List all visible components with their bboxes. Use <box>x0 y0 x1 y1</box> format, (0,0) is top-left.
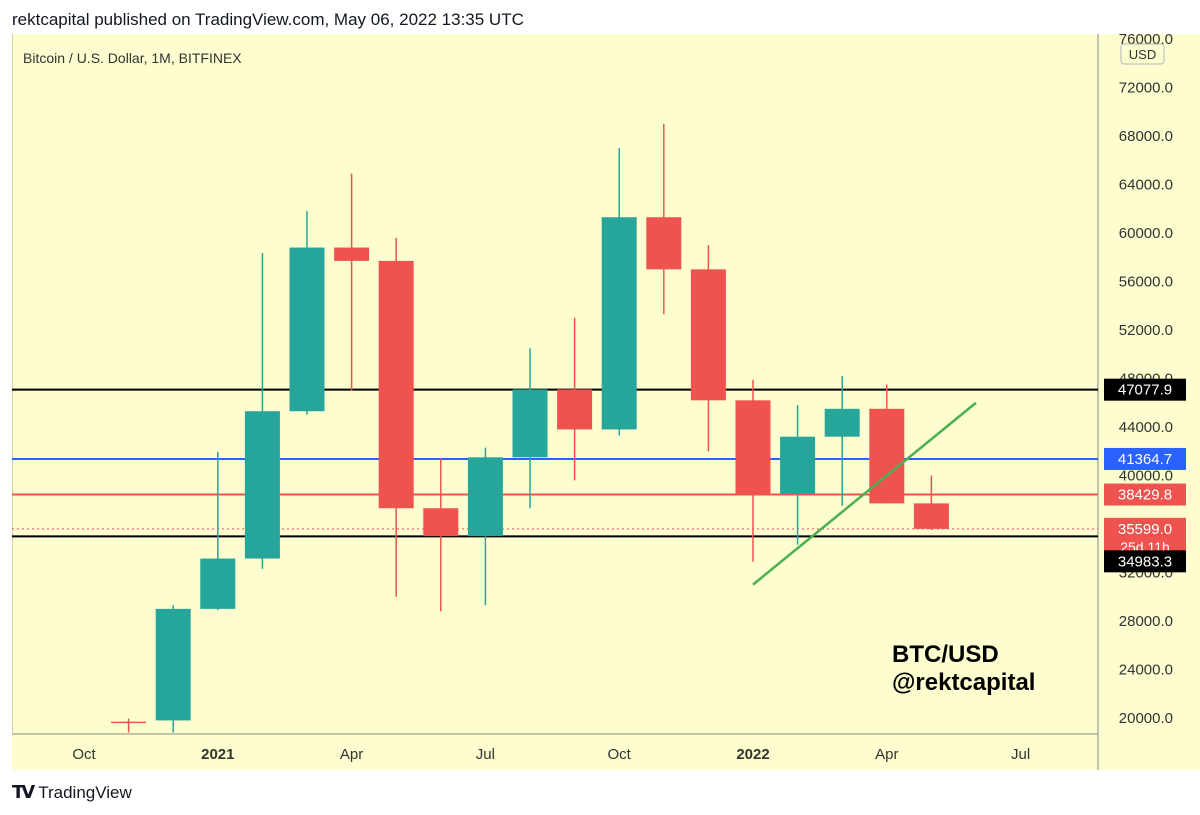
level-price-tag <box>1104 550 1186 573</box>
x-tick-label: Apr <box>340 746 363 763</box>
symbol-title[interactable]: Bitcoin / U.S. Dollar, 1M, BITFINEX <box>23 50 242 66</box>
candle-body <box>378 260 414 509</box>
watermark-pair: BTC/USD <box>892 641 999 668</box>
currency-label[interactable]: USD <box>1129 47 1156 62</box>
trendline <box>752 401 977 586</box>
y-tick-label: 56000.0 <box>1119 274 1173 291</box>
currency-badge[interactable]: USD <box>1120 43 1165 65</box>
level-price-label: 47077.9 <box>1118 382 1172 399</box>
y-tick-label: 64000.0 <box>1119 177 1173 194</box>
x-tick-label: Oct <box>72 746 96 763</box>
candle-body <box>334 247 370 261</box>
candle-body <box>601 217 637 430</box>
tradingview-logo-icon: TV <box>12 782 35 803</box>
horizontal-levels <box>12 388 1098 538</box>
candle-body <box>913 503 949 529</box>
x-tick-label: Oct <box>608 746 632 763</box>
y-tick-label: 44000.0 <box>1119 419 1173 436</box>
tradingview-brand-text: TradingView <box>38 782 132 802</box>
y-tick-label: 60000.0 <box>1119 225 1173 242</box>
candlestick-chart[interactable]: 20000.024000.028000.032000.036000.040000… <box>12 31 1200 770</box>
price-axis-ticks: 20000.024000.028000.032000.036000.040000… <box>1119 31 1173 727</box>
chart-frame[interactable]: 20000.024000.028000.032000.036000.040000… <box>12 31 1200 770</box>
candle-body <box>423 508 459 537</box>
last-price-label: 35599.0 <box>1118 521 1172 538</box>
candle-body <box>200 558 236 609</box>
y-tick-label: 20000.0 <box>1119 710 1173 727</box>
y-tick-label: 28000.0 <box>1119 613 1173 630</box>
candle-body <box>155 608 191 721</box>
level-price-label: 34983.3 <box>1118 553 1172 570</box>
candle-body <box>735 400 771 494</box>
y-tick-label: 68000.0 <box>1119 128 1173 145</box>
candles <box>111 123 949 733</box>
candle-body <box>869 408 905 504</box>
trendline-group <box>752 401 977 586</box>
level-price-label: 41364.7 <box>1118 451 1172 468</box>
publish-header: rektcapital published on TradingView.com… <box>12 10 524 29</box>
y-tick-label: 52000.0 <box>1119 322 1173 339</box>
time-axis-ticks: Oct 2021 Apr Jul Oct 2022 Apr Jul <box>72 746 1030 763</box>
candle-body <box>512 389 548 458</box>
level-price-label: 38429.8 <box>1118 487 1172 504</box>
level-price-tag <box>1104 447 1186 470</box>
candle-body <box>824 408 860 437</box>
candle-body <box>244 411 280 559</box>
x-tick-label: 2021 <box>201 746 234 763</box>
x-tick-label: 2022 <box>736 746 769 763</box>
candle-body <box>780 436 816 494</box>
currency-badge-box[interactable] <box>1120 43 1165 65</box>
y-tick-label: 40000.0 <box>1119 468 1173 485</box>
watermark-handle: @rektcapital <box>892 669 1035 696</box>
x-tick-label: Jul <box>1011 746 1030 763</box>
candle-body <box>646 217 682 270</box>
level-price-tag <box>1104 378 1186 401</box>
candle-body <box>467 457 503 537</box>
candle-body <box>557 389 593 430</box>
y-tick-label: 72000.0 <box>1119 80 1173 97</box>
chart-background <box>12 34 1098 734</box>
x-tick-label: Apr <box>875 746 898 763</box>
candle-body <box>690 269 726 401</box>
candle-body <box>289 247 325 412</box>
tradingview-logo[interactable]: TV TradingView <box>12 782 132 803</box>
level-price-tag <box>1104 483 1186 506</box>
x-tick-label: Jul <box>476 746 495 763</box>
candle-body <box>111 721 147 724</box>
price-axis-background[interactable] <box>1098 34 1200 770</box>
time-axis-background[interactable] <box>12 734 1098 770</box>
y-tick-label: 24000.0 <box>1119 662 1173 679</box>
